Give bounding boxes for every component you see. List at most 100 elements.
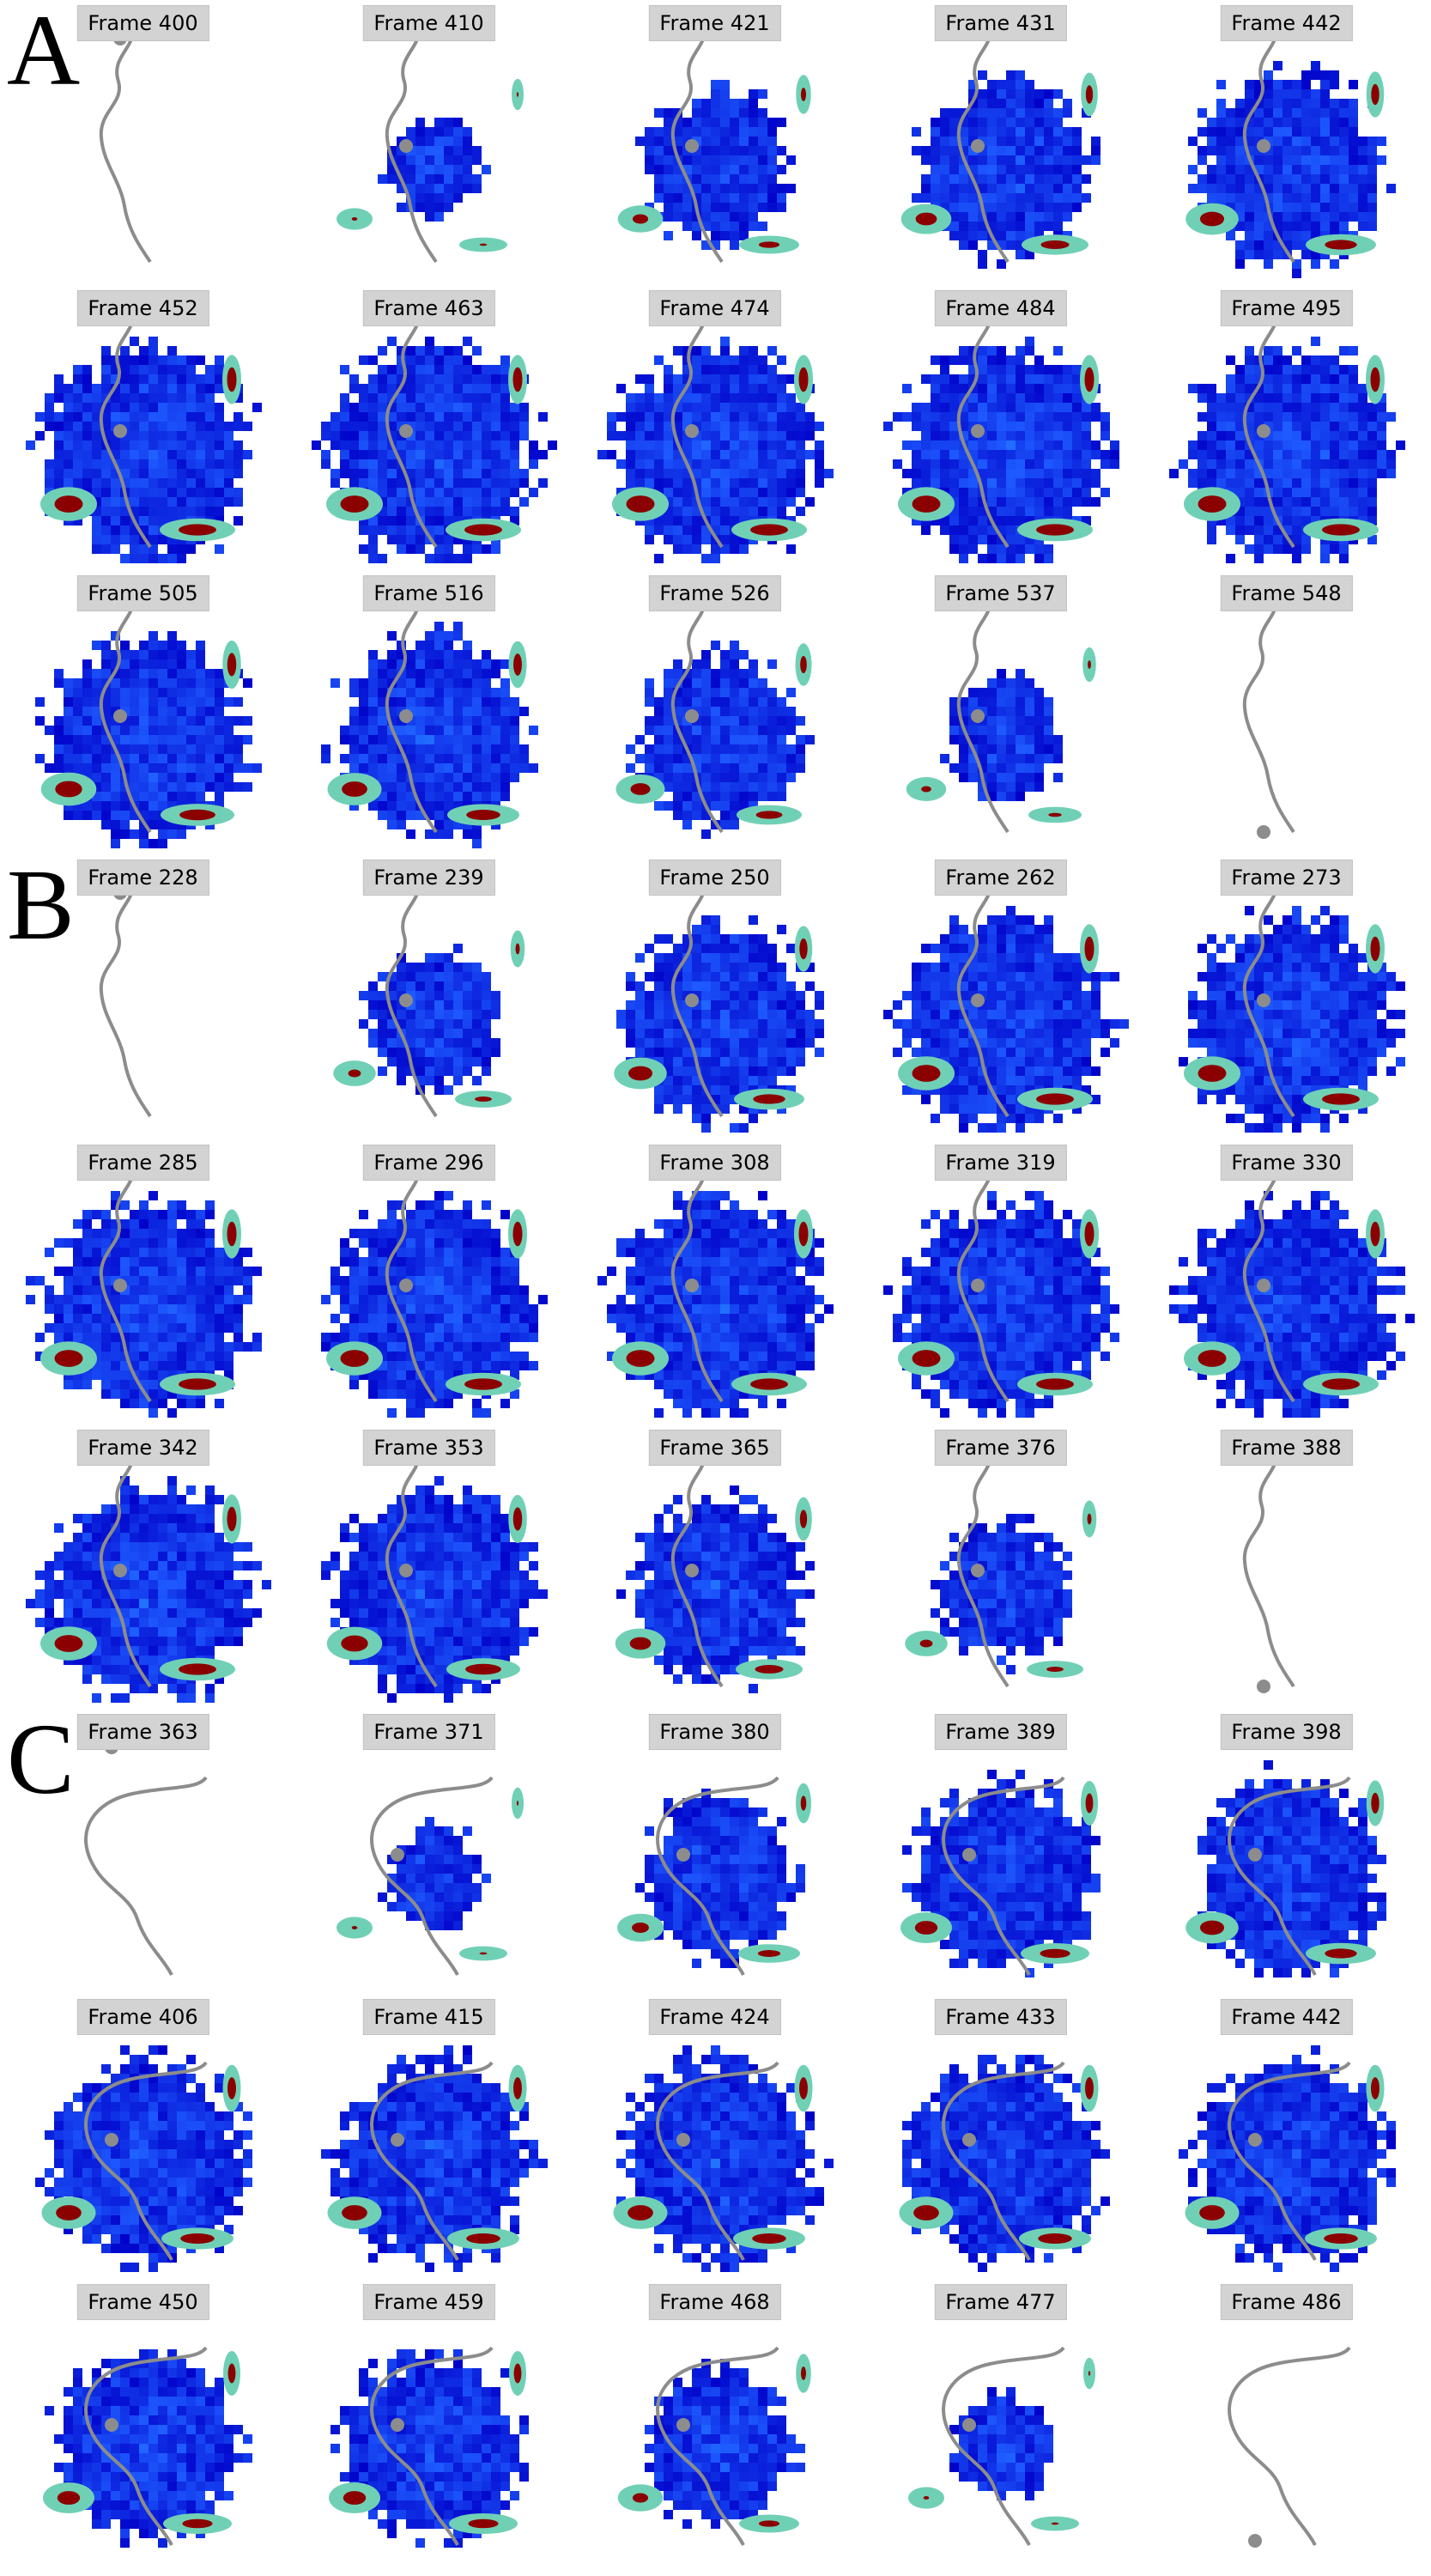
frame-label: Frame 365 [648,1430,781,1467]
heatmap-image [597,1173,834,1418]
frame-label: Frame 459 [362,2284,495,2321]
frame-label: Frame 548 [1220,575,1353,612]
frame-label: Frame 353 [362,1430,495,1467]
frame-label: Frame 486 [1220,2284,1353,2321]
trajectory-line [99,1173,152,1403]
frame-label: Frame 410 [362,5,495,42]
frame-panel: Frame 410 [286,0,572,286]
heatmap-image [615,1458,815,1693]
position-marker [1257,993,1270,1007]
frame-label: Frame 371 [362,1714,495,1751]
position-marker [971,139,985,153]
frame-panel: Frame 474 [572,285,858,571]
frame-label: Frame 330 [1220,1145,1353,1182]
position-marker [1248,1848,1262,1862]
trajectory-line [84,1776,208,1976]
heatmap-image [1169,319,1405,563]
position-marker [105,2418,118,2432]
heatmap-image [26,319,262,563]
heatmap-image [84,1741,208,1976]
heatmap-image [615,604,815,839]
frame-label: Frame 495 [1220,290,1353,327]
frame-label: Frame 468 [648,2284,781,2321]
trajectory-line [942,2061,1065,2261]
position-marker [1248,2534,1262,2548]
frame-panel: Frame 371 [286,1709,572,1995]
heatmap-image [613,2045,834,2272]
heatmap-image [329,2346,529,2548]
position-marker [1257,424,1270,438]
trajectory-line [656,1776,779,1976]
position-marker [685,1564,699,1577]
trajectory-line [1228,2061,1351,2261]
frame-label: Frame 526 [648,575,781,612]
trajectory-line [670,888,724,1118]
frame-label: Frame 376 [934,1430,1067,1467]
heatmap-image [899,2055,1110,2272]
frame-label: Frame 250 [648,860,781,896]
frame-label: Frame 228 [76,860,209,896]
position-marker [1257,1279,1270,1292]
position-marker [971,993,985,1007]
position-marker [1257,139,1270,153]
position-marker [399,709,413,723]
heatmap-image [1242,1458,1295,1693]
heatmap-image [597,319,834,563]
frame-panel: Frame 388 [1143,1425,1429,1710]
trajectory-line [385,33,438,264]
trajectory-line [99,1458,152,1688]
heatmap-image [906,604,1096,834]
panel-label-c: C [7,1703,75,1815]
frame-panel: Frame 477 [858,2279,1143,2565]
trajectory-line [670,604,724,834]
trajectory-line [956,888,1010,1118]
trajectory-line [1242,33,1295,264]
heatmap-image [99,886,152,1118]
frame-label: Frame 388 [1220,1430,1353,1467]
trajectory-line [385,604,438,834]
frame-label: Frame 319 [934,1145,1067,1182]
trajectory-line [370,2061,494,2261]
trajectory-line [956,1173,1010,1403]
trajectory-line [385,888,438,1118]
position-marker [962,1848,976,1862]
heatmap-image [617,1776,811,1976]
frame-label: Frame 452 [76,290,209,327]
frame-label: Frame 363 [76,1714,209,1751]
frame-panel: Frame 463 [286,285,572,571]
heatmap-image [312,319,557,563]
heatmap-image [321,1458,548,1703]
trajectory-line [1242,888,1295,1118]
heatmap-image [1228,2346,1351,2548]
heatmap-image [614,888,824,1133]
position-marker [676,1848,690,1862]
panel-label-a: A [7,0,81,106]
frame-label: Frame 421 [648,5,781,42]
frame-label: Frame 308 [648,1145,781,1182]
trajectory-line [1242,1458,1295,1688]
position-marker [676,2133,690,2147]
heatmap-image [333,888,525,1118]
frame-panel: Frame 273 [1143,854,1429,1140]
frame-panel: Frame 484 [858,285,1143,571]
frame-label: Frame 516 [362,575,495,612]
heatmap-image [883,319,1119,563]
position-marker [971,424,985,438]
frame-label: Frame 380 [648,1714,781,1751]
frame-panel: Frame 308 [572,1139,858,1425]
heatmap-image [883,888,1129,1133]
trajectory-line [84,2061,208,2261]
frame-label: Frame 442 [1220,5,1353,42]
frame-label: Frame 484 [934,290,1067,327]
frame-panel: Frame 505 [0,570,286,856]
trajectory-line [670,319,724,549]
heatmap-image [617,33,811,264]
frame-panel: Frame 365 [572,1425,858,1710]
heatmap-image [321,1173,548,1418]
heatmap-image [1179,2045,1396,2272]
position-marker [391,2418,404,2432]
trajectory-line [385,319,438,549]
frame-label: Frame 450 [76,2284,209,2321]
trajectory-line [99,319,152,549]
frame-panel: Frame 400 [0,0,286,286]
